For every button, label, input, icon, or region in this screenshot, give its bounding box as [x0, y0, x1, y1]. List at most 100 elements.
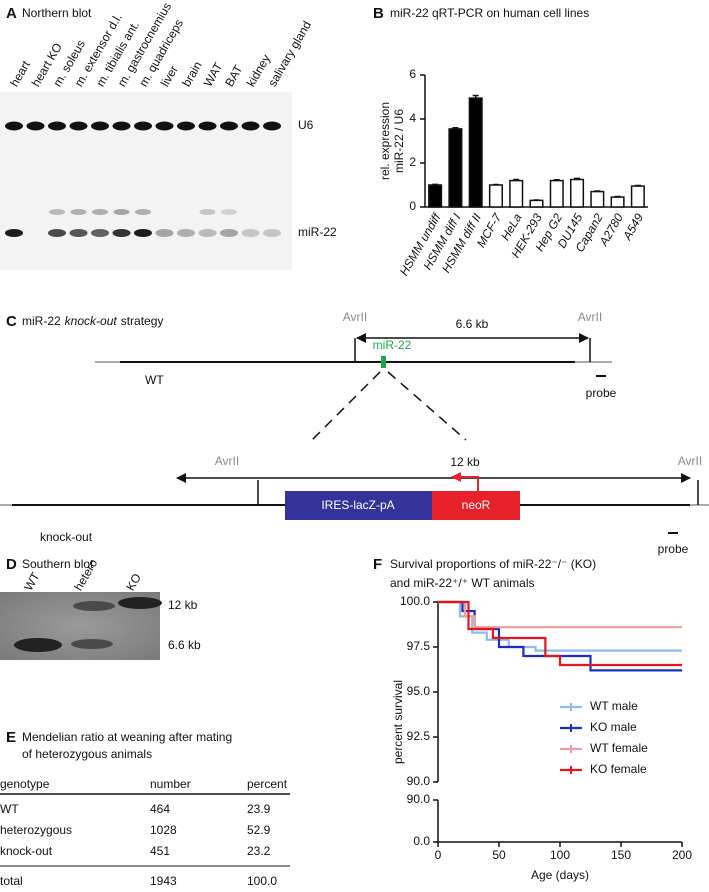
- error-bar: [634, 184, 641, 187]
- title-part: miR-22: [22, 314, 61, 328]
- panel-title: Northern blot: [22, 6, 92, 20]
- chart-title: and miR-22⁺/⁺ WT animals: [390, 576, 535, 590]
- bar: [549, 179, 564, 208]
- blot-band: [198, 121, 217, 131]
- y-axis-label: miR-22 / U6: [392, 109, 406, 173]
- panel-label: F: [373, 556, 382, 573]
- blot-band: [221, 209, 237, 215]
- y-axis-label: percent survival: [391, 680, 405, 764]
- site-label: AvrII: [215, 454, 239, 468]
- lane-label: salivary gland: [265, 19, 314, 90]
- blot-band: [48, 229, 66, 237]
- mir-label: miR-22: [373, 338, 412, 352]
- site-label: AvrII: [578, 310, 602, 324]
- y-tick-label: 90.0: [407, 774, 431, 788]
- table-cell: 100.0: [247, 874, 277, 888]
- lane-label: brain: [179, 59, 204, 89]
- band-label: miR-22: [298, 225, 337, 239]
- blot-band: [155, 229, 174, 237]
- bar: [509, 179, 524, 208]
- panel-label: C: [6, 313, 17, 330]
- probe-label: probe: [586, 386, 617, 400]
- lane-label: KO: [123, 571, 144, 593]
- error-bar: [513, 178, 520, 181]
- table-cell: 52.9: [247, 823, 271, 837]
- site-label: AvrII: [343, 310, 367, 324]
- x-tick-label: 200: [672, 848, 692, 862]
- y-tick-label: 95.0: [407, 684, 431, 698]
- panel-label: D: [6, 556, 17, 573]
- blot-band: [220, 121, 238, 131]
- bar: [570, 178, 585, 208]
- blot-band: [241, 121, 260, 131]
- bar: [488, 184, 503, 208]
- size-label: 12 kb: [450, 455, 480, 469]
- blot-band: [112, 121, 131, 131]
- y-tick-label: 4: [409, 111, 416, 125]
- blot-band: [134, 121, 152, 131]
- table-header: percent: [247, 777, 288, 791]
- y-tick-label: 2: [409, 155, 416, 169]
- lane-label: liver: [158, 63, 181, 89]
- x-tick-label: A549: [620, 211, 647, 243]
- blot-band: [177, 229, 195, 237]
- panel-label: E: [6, 729, 16, 746]
- cassette-label: IRES-lacZ-pA: [321, 498, 394, 512]
- blot-band: [49, 209, 65, 215]
- band-label: U6: [298, 118, 314, 132]
- lane-label: heart: [7, 58, 33, 89]
- chart-title: Survival proportions of miR-22⁻/⁻ (KO): [390, 557, 596, 571]
- error-bar: [553, 178, 560, 181]
- blot-band: [5, 121, 23, 131]
- y-tick-label: 0.0: [413, 834, 430, 848]
- bar: [448, 128, 463, 208]
- blot-band: [71, 639, 113, 649]
- blot-band: [241, 229, 260, 237]
- probe-label: probe: [658, 542, 689, 556]
- error-bar: [452, 127, 459, 129]
- panel-title: Southern blot: [22, 557, 94, 571]
- blot-band: [118, 597, 162, 609]
- blot-band: [91, 229, 109, 237]
- blot-band: [92, 209, 108, 215]
- table-cell: 1028: [150, 823, 177, 837]
- x-tick-label: 150: [611, 848, 631, 862]
- blot-band: [135, 209, 151, 215]
- blot-band: [91, 121, 109, 131]
- allele-label: WT: [145, 373, 164, 387]
- panel-title: miR-22 knock-out strategy: [22, 314, 163, 328]
- blot-image: [0, 92, 292, 270]
- error-bar: [432, 183, 439, 186]
- legend-label: KO female: [590, 762, 647, 776]
- legend-label: KO male: [590, 720, 637, 734]
- lane-label: BAT: [222, 62, 246, 89]
- table-title: of heterozygous animals: [22, 747, 152, 761]
- blot-band: [5, 229, 23, 237]
- error-bar: [472, 94, 479, 99]
- size-label: 6.6 kb: [456, 317, 489, 331]
- x-tick-label: 50: [492, 848, 506, 862]
- y-tick-label: 0: [409, 199, 416, 213]
- blot-band: [155, 121, 174, 131]
- blot-band: [14, 638, 62, 652]
- y-axis-label: rel. expression: [378, 102, 392, 180]
- promoter-arrow: [451, 472, 479, 491]
- allele-label: knock-out: [40, 530, 93, 544]
- panel-label: B: [373, 5, 384, 22]
- error-bar: [594, 190, 601, 192]
- survival-line: [438, 600, 682, 667]
- lane-label: WAT: [201, 60, 226, 90]
- table-cell: 451: [150, 844, 170, 858]
- table-cell: heterozygous: [0, 823, 72, 837]
- site-label: AvrII: [678, 454, 702, 468]
- blot-band: [26, 121, 45, 131]
- cassette-box: [432, 491, 520, 520]
- bar: [610, 196, 625, 208]
- table-cell: total: [0, 874, 23, 888]
- table-cell: WT: [0, 802, 19, 816]
- title-part: strategy: [121, 314, 164, 328]
- survival-line: [438, 600, 682, 652]
- chart-title: miR-22 qRT-PCR on human cell lines: [390, 6, 589, 20]
